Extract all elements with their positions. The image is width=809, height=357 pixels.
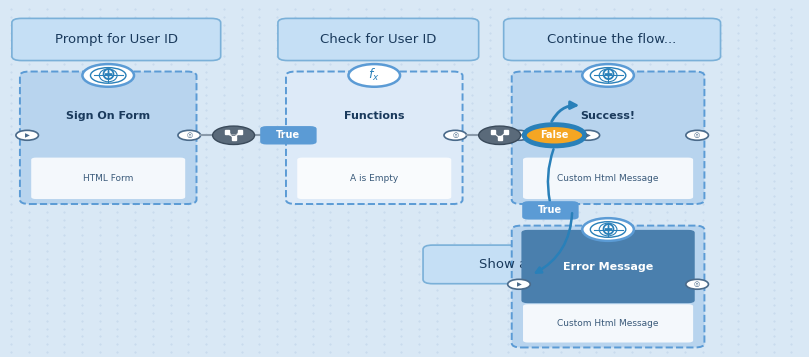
Circle shape xyxy=(577,130,599,140)
FancyBboxPatch shape xyxy=(32,157,185,199)
Text: Success!: Success! xyxy=(581,111,636,121)
Text: ▶: ▶ xyxy=(586,133,591,138)
FancyBboxPatch shape xyxy=(512,226,705,347)
Circle shape xyxy=(349,64,400,87)
Text: ▶: ▶ xyxy=(517,133,521,138)
Text: Prompt for User ID: Prompt for User ID xyxy=(55,33,178,46)
FancyBboxPatch shape xyxy=(278,19,479,61)
Text: Show an error message: Show an error message xyxy=(479,258,637,271)
Text: ◎: ◎ xyxy=(694,281,701,287)
Circle shape xyxy=(508,279,530,289)
Circle shape xyxy=(508,130,530,140)
Text: ◎: ◎ xyxy=(452,132,459,138)
Circle shape xyxy=(83,64,134,87)
Text: $f_x$: $f_x$ xyxy=(368,67,380,83)
FancyBboxPatch shape xyxy=(522,201,578,220)
FancyBboxPatch shape xyxy=(297,157,451,199)
Text: Custom Html Message: Custom Html Message xyxy=(557,319,659,328)
FancyBboxPatch shape xyxy=(523,157,693,199)
Circle shape xyxy=(282,130,304,140)
Text: Functions: Functions xyxy=(344,111,404,121)
FancyBboxPatch shape xyxy=(522,230,695,303)
Text: Error Message: Error Message xyxy=(563,262,653,272)
Text: False: False xyxy=(540,130,569,140)
Text: ▶: ▶ xyxy=(517,282,521,287)
Text: Custom Html Message: Custom Html Message xyxy=(557,174,659,183)
Text: ▶: ▶ xyxy=(25,133,30,138)
Circle shape xyxy=(686,130,709,140)
FancyBboxPatch shape xyxy=(12,19,221,61)
Circle shape xyxy=(444,130,467,140)
Text: True: True xyxy=(277,130,300,140)
Text: ⋄—⋄: ⋄—⋄ xyxy=(227,133,239,138)
Circle shape xyxy=(582,64,634,87)
Text: ▶: ▶ xyxy=(291,133,295,138)
Ellipse shape xyxy=(524,125,585,146)
Circle shape xyxy=(271,130,293,140)
FancyBboxPatch shape xyxy=(260,126,316,145)
Text: ⊕: ⊕ xyxy=(600,221,616,238)
FancyBboxPatch shape xyxy=(423,245,693,284)
FancyBboxPatch shape xyxy=(20,71,197,204)
Circle shape xyxy=(213,126,255,145)
Text: Continue the flow...: Continue the flow... xyxy=(548,33,676,46)
Text: Check for User ID: Check for User ID xyxy=(320,33,437,46)
Text: ▶: ▶ xyxy=(280,133,284,138)
Text: True: True xyxy=(538,205,562,215)
Text: ◎: ◎ xyxy=(186,132,193,138)
Text: ◎: ◎ xyxy=(694,132,701,138)
Circle shape xyxy=(582,218,634,241)
FancyBboxPatch shape xyxy=(286,71,463,204)
FancyBboxPatch shape xyxy=(523,304,693,342)
Circle shape xyxy=(16,130,39,140)
Text: HTML Form: HTML Form xyxy=(83,174,133,183)
Text: ⊕: ⊕ xyxy=(100,66,116,84)
Text: Sign On Form: Sign On Form xyxy=(66,111,150,121)
Text: A is Empty: A is Empty xyxy=(350,174,398,183)
Text: ⊕: ⊕ xyxy=(600,66,616,84)
Circle shape xyxy=(479,126,521,145)
Circle shape xyxy=(686,279,709,289)
Circle shape xyxy=(178,130,201,140)
FancyBboxPatch shape xyxy=(512,71,705,204)
FancyBboxPatch shape xyxy=(504,19,721,61)
